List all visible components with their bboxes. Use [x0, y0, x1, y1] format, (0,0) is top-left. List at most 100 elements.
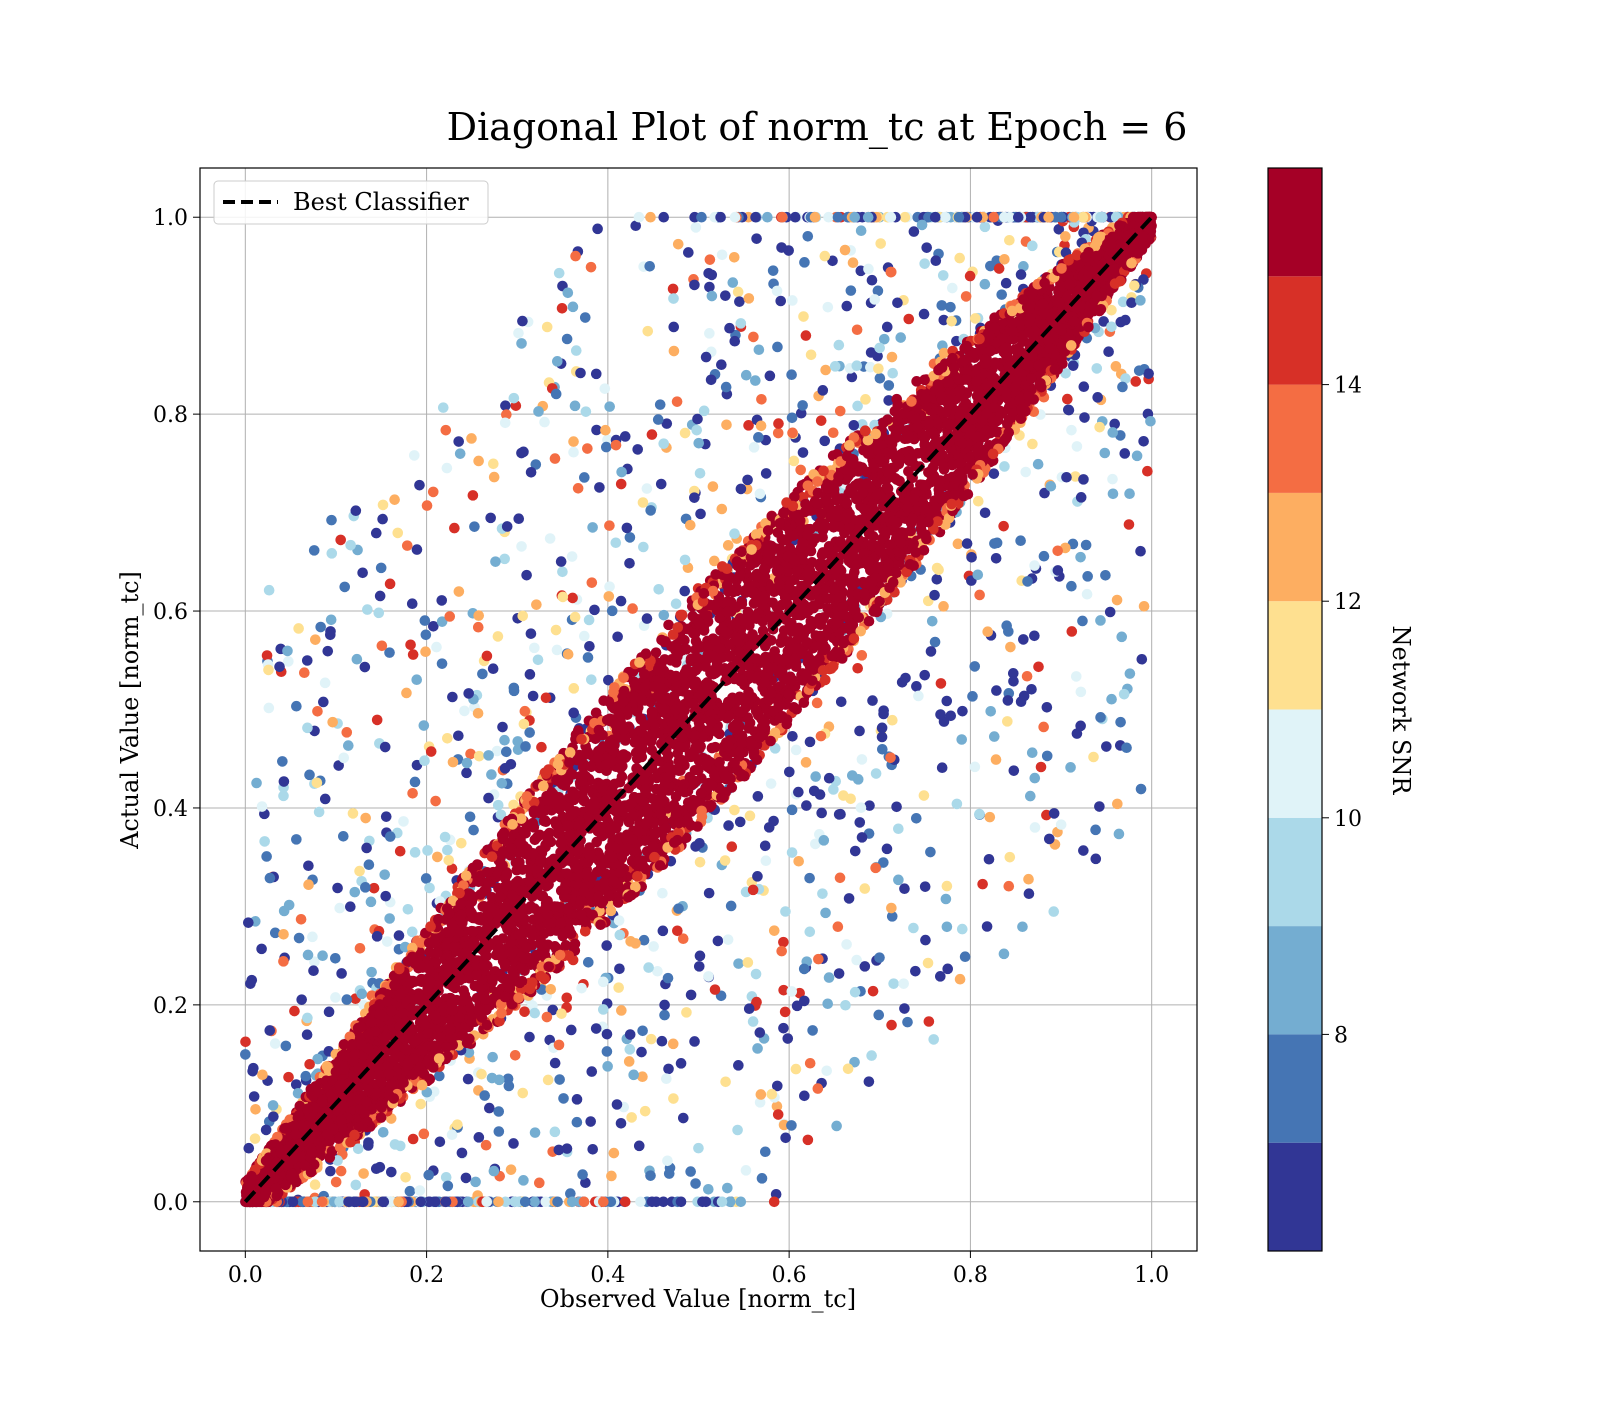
scatter-point — [676, 1058, 687, 1069]
scatter-point — [566, 1025, 577, 1036]
scatter-point — [380, 891, 391, 902]
scatter-point — [261, 1125, 272, 1136]
scatter-point — [988, 212, 999, 223]
scatter-point — [823, 302, 834, 313]
scatter-point — [543, 1075, 554, 1086]
scatter-point — [658, 926, 669, 937]
scatter-point — [1112, 595, 1123, 606]
scatter-point — [516, 541, 527, 552]
scatter-point — [516, 448, 527, 459]
scatter-point — [636, 1047, 647, 1058]
scatter-point — [1115, 717, 1126, 728]
scatter-point — [982, 921, 993, 932]
scatter-point — [612, 1099, 623, 1110]
scatter-point — [474, 1132, 485, 1143]
scatter-point — [325, 629, 336, 640]
scatter-point — [801, 800, 812, 811]
scatter-point — [251, 778, 262, 789]
scatter-point — [591, 1023, 602, 1034]
scatter-point — [240, 1049, 251, 1060]
scatter-point — [1008, 676, 1019, 687]
scatter-point — [921, 242, 932, 253]
scatter-point — [769, 1196, 780, 1207]
scatter-point — [775, 296, 786, 307]
scatter-point — [910, 966, 921, 977]
scatter-point — [556, 556, 567, 567]
scatter-point — [583, 957, 594, 968]
scatter-point — [972, 212, 983, 223]
scatter-point — [493, 631, 504, 642]
scatter-point — [568, 708, 579, 719]
scatter-point — [552, 356, 563, 367]
scatter-point — [1002, 716, 1013, 727]
scatter-point — [613, 982, 624, 993]
scatter-point — [1076, 492, 1087, 503]
scatter-point — [551, 389, 562, 400]
scatter-point — [1075, 552, 1086, 563]
scatter-point — [395, 1141, 406, 1152]
scatter-point — [421, 629, 432, 640]
scatter-point — [587, 577, 598, 588]
scatter-point — [600, 383, 611, 394]
scatter-point — [545, 984, 556, 995]
scatter-point — [969, 661, 980, 672]
scatter-point — [606, 906, 617, 917]
scatter-point — [778, 1023, 789, 1034]
scatter-point — [611, 440, 622, 451]
scatter-point — [953, 539, 964, 550]
scatter-point — [606, 1171, 617, 1182]
scatter-point — [1029, 560, 1040, 571]
scatter-point — [703, 268, 714, 279]
scatter-point — [1106, 694, 1117, 705]
scatter-point — [991, 754, 1002, 765]
scatter-point — [320, 678, 331, 689]
scatter-point — [734, 296, 745, 307]
scatter-point — [294, 933, 305, 944]
scatter-point — [1130, 376, 1141, 387]
scatter-point — [622, 523, 633, 534]
scatter-point — [998, 521, 1009, 532]
scatter-point — [419, 1129, 430, 1140]
scatter-point — [932, 574, 943, 585]
scatter-point — [386, 1167, 397, 1178]
scatter-point — [550, 453, 561, 464]
scatter-point — [733, 1060, 744, 1071]
scatter-point — [908, 923, 919, 934]
scatter-point — [1022, 576, 1033, 587]
scatter-point — [748, 1016, 759, 1027]
scatter-point — [441, 1196, 452, 1207]
scatter-point — [659, 1000, 670, 1011]
scatter-point — [743, 957, 754, 968]
scatter-point — [869, 294, 880, 305]
scatter-point — [1090, 825, 1101, 836]
scatter-point — [793, 856, 804, 867]
scatter-point — [483, 793, 494, 804]
scatter-point — [886, 903, 897, 914]
scatter-point — [732, 1125, 743, 1136]
scatter-point — [663, 973, 674, 984]
scatter-point — [377, 514, 388, 525]
scatter-point — [657, 888, 668, 899]
scatter-point — [653, 414, 664, 425]
scatter-point — [790, 212, 801, 223]
scatter-point — [673, 903, 684, 914]
scatter-point — [587, 522, 598, 533]
scatter-point — [385, 579, 396, 590]
scatter-point — [882, 844, 893, 855]
scatter-point — [519, 1006, 530, 1017]
scatter-point — [407, 927, 418, 938]
scatter-point — [381, 811, 392, 822]
scatter-point — [723, 540, 734, 551]
scatter-point — [500, 400, 511, 411]
scatter-point — [372, 931, 383, 942]
scatter-point — [1107, 427, 1118, 438]
scatter-point — [626, 1112, 637, 1123]
scatter-point — [1088, 752, 1099, 763]
scatter-point — [723, 820, 734, 831]
scatter-point — [1046, 481, 1057, 492]
scatter-point — [866, 1050, 877, 1061]
scatter-point — [468, 825, 479, 836]
scatter-point — [453, 436, 464, 447]
scatter-point — [672, 925, 683, 936]
